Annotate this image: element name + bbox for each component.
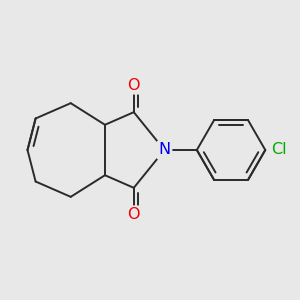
Text: Cl: Cl (271, 142, 286, 158)
Text: O: O (128, 207, 140, 222)
Text: O: O (128, 78, 140, 93)
Text: N: N (158, 142, 170, 158)
